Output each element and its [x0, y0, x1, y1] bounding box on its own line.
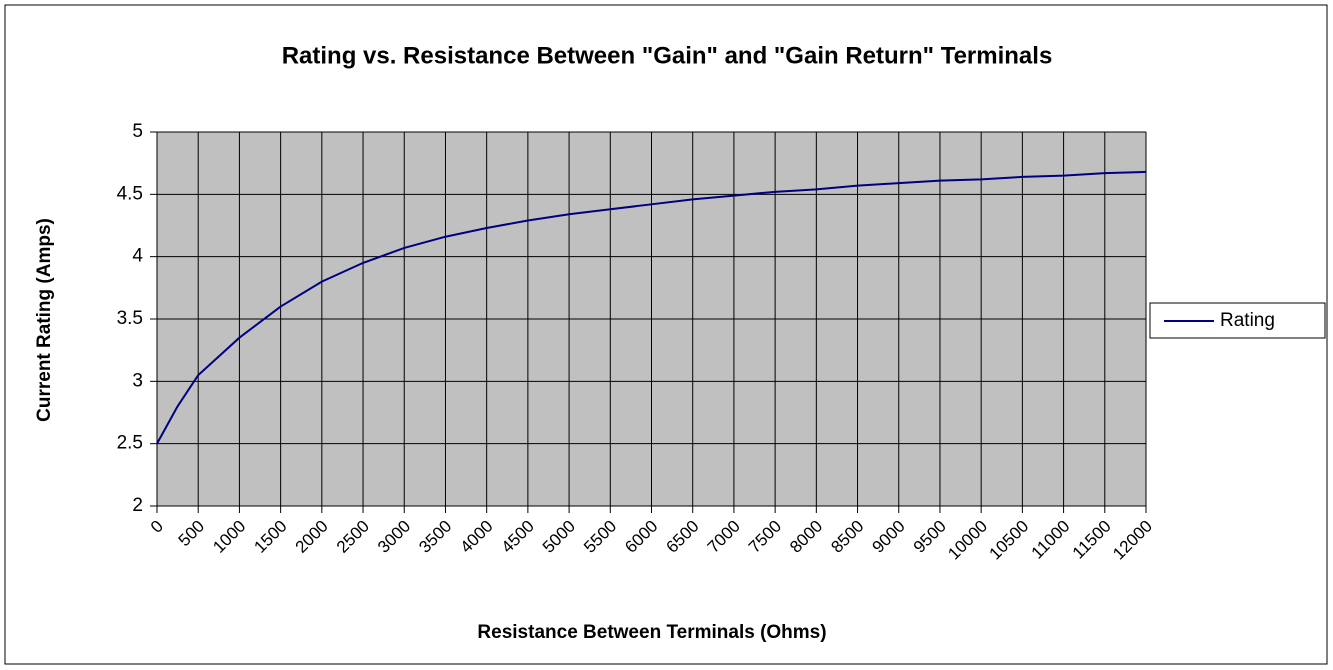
y-axis-label: Current Rating (Amps): [34, 218, 55, 422]
y-tick-label: 2: [132, 495, 143, 516]
y-tick-label: 4.5: [117, 183, 143, 204]
y-tick-label: 4: [132, 246, 143, 267]
y-tick-label: 2.5: [117, 433, 143, 454]
y-tick-label: 3.5: [117, 308, 143, 329]
legend-label: Rating: [1220, 310, 1275, 331]
y-tick-label: 3: [132, 370, 143, 391]
x-axis-label: Resistance Between Terminals (Ohms): [477, 622, 826, 643]
chart-title: Rating vs. Resistance Between "Gain" and…: [282, 42, 1053, 69]
series-line: [156, 170, 1147, 445]
y-tick-label: 5: [132, 121, 143, 142]
